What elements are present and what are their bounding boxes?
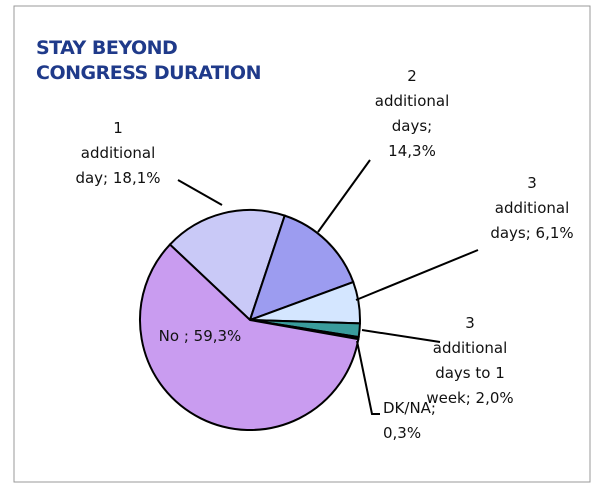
leader-line bbox=[177, 179, 223, 206]
data-label-line: 3 bbox=[465, 314, 475, 332]
data-label-line: 2 bbox=[407, 67, 417, 85]
pie-slice bbox=[248, 214, 355, 322]
data-label-line: additional bbox=[375, 92, 450, 110]
data-label: 3 additional days to 1 week; 2,0% bbox=[426, 314, 513, 407]
data-label-line: week; 2,0% bbox=[426, 389, 513, 407]
data-label-line: 0,3% bbox=[383, 424, 421, 442]
leader-line bbox=[356, 340, 380, 415]
data-label: 2 additional days; 14,3% bbox=[375, 67, 450, 160]
data-label-line: No ; 59,3% bbox=[159, 327, 242, 345]
data-label-line: days; 6,1% bbox=[490, 224, 573, 242]
data-label-line: days; bbox=[392, 117, 432, 135]
data-label-line: 1 bbox=[113, 119, 123, 137]
data-label-line: day; 18,1% bbox=[75, 169, 160, 187]
chart-title: STAY BEYOND CONGRESS DURATION bbox=[36, 37, 261, 84]
pie-slice bbox=[168, 209, 286, 322]
data-label-line: additional bbox=[81, 144, 156, 162]
leader-line bbox=[355, 249, 479, 301]
data-label-line: additional bbox=[433, 339, 508, 357]
data-label-line: 3 bbox=[527, 174, 537, 192]
data-label-line: additional bbox=[495, 199, 570, 217]
data-label-line: 14,3% bbox=[388, 142, 436, 160]
leader-line bbox=[317, 159, 371, 233]
data-label-line: DK/NA; bbox=[383, 399, 436, 417]
pie-slice bbox=[139, 243, 360, 431]
data-label: DK/NA; 0,3% bbox=[383, 399, 436, 442]
data-label-line: days to 1 bbox=[435, 364, 505, 382]
data-label: 1 additional day; 18,1% bbox=[75, 119, 160, 187]
chart-title-line: CONGRESS DURATION bbox=[36, 62, 261, 84]
data-label: No ; 59,3% bbox=[159, 327, 242, 345]
leader-line bbox=[361, 329, 441, 343]
chart-title-line: STAY BEYOND bbox=[36, 37, 177, 59]
data-label: 3 additional days; 6,1% bbox=[490, 174, 573, 242]
